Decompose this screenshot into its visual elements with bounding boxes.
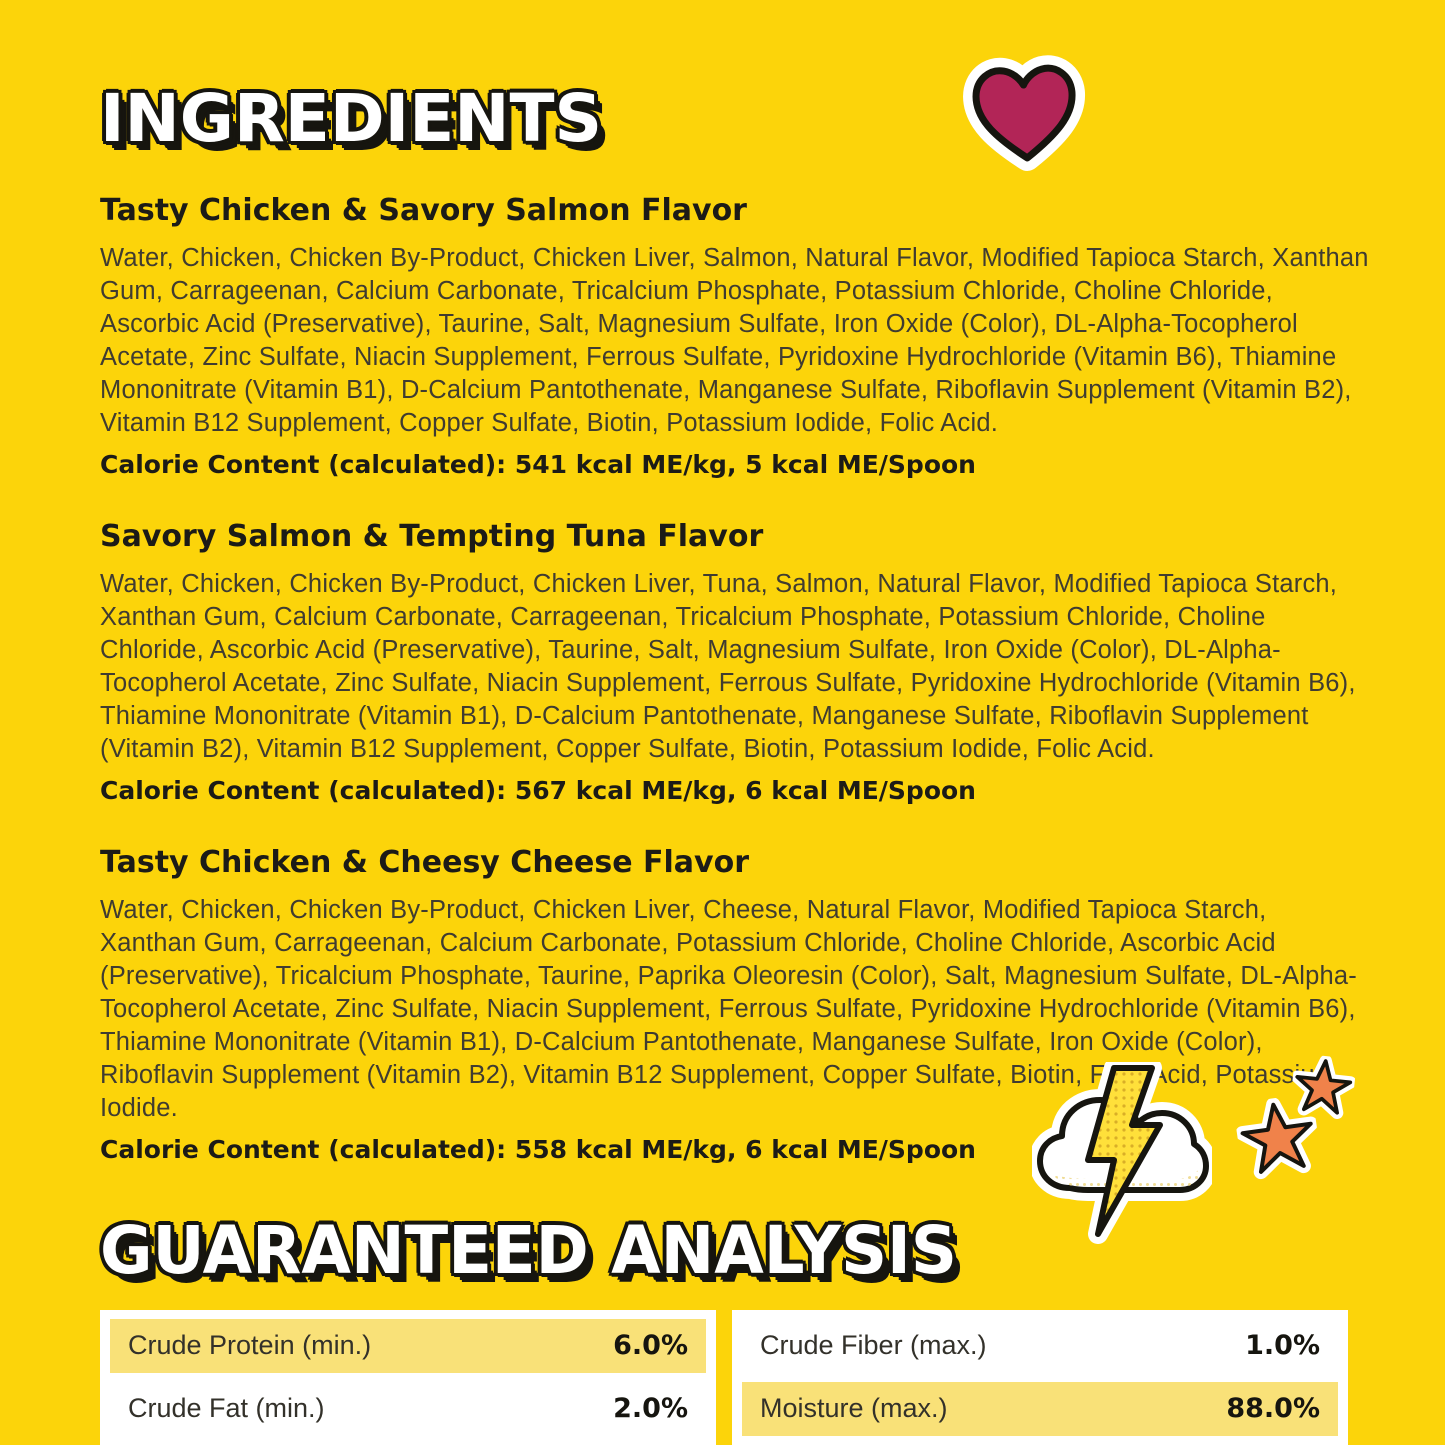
analysis-label: Crude Fat (min.) — [128, 1393, 325, 1424]
guaranteed-analysis-title: GUARANTEED ANALYSIS — [100, 1212, 957, 1290]
table-row: Crude Fiber (max.) 1.0% — [742, 1318, 1338, 1373]
flavor-heading: Tasty Chicken & Savory Salmon Flavor — [100, 193, 747, 229]
flavor-section-salmon-tuna: Savory Salmon & Tempting Tuna Flavor Wat… — [100, 519, 1370, 805]
calorie-content: Calorie Content (calculated): 558 kcal M… — [100, 1135, 976, 1165]
analysis-column-right: Crude Fiber (max.) 1.0% Moisture (max.) … — [732, 1309, 1348, 1445]
ingredients-list: Water, Chicken, Chicken By-Product, Chic… — [100, 570, 1356, 764]
ingredients-title: INGREDIENTS — [100, 80, 603, 157]
table-row: Moisture (max.) 88.0% — [742, 1381, 1338, 1436]
table-row: Crude Protein (min.) 6.0% — [110, 1318, 706, 1373]
star-icon-large — [1233, 1093, 1323, 1183]
ingredients-list: Water, Chicken, Chicken By-Product, Chic… — [100, 896, 1357, 1123]
cloud-lightning-icon — [1032, 1062, 1212, 1244]
analysis-label: Crude Fiber (max.) — [760, 1330, 987, 1361]
ingredients-list: Water, Chicken, Chicken By-Product, Chic… — [100, 244, 1369, 438]
analysis-value: 6.0% — [613, 1330, 688, 1362]
heart-icon — [959, 51, 1091, 177]
guaranteed-analysis-table: Crude Protein (min.) 6.0% Crude Fat (min… — [100, 1309, 1348, 1445]
calorie-content: Calorie Content (calculated): 567 kcal M… — [100, 776, 976, 806]
flavor-heading: Tasty Chicken & Cheesy Cheese Flavor — [100, 845, 749, 881]
flavor-section-chicken-cheese: Tasty Chicken & Cheesy Cheese Flavor Wat… — [100, 845, 1370, 1164]
analysis-label: Crude Protein (min.) — [128, 1330, 372, 1361]
flavor-heading: Savory Salmon & Tempting Tuna Flavor — [100, 519, 764, 555]
analysis-value: 88.0% — [1226, 1393, 1320, 1425]
flavor-section-chicken-salmon: Tasty Chicken & Savory Salmon Flavor Wat… — [100, 193, 1370, 479]
star-icon-small — [1289, 1053, 1357, 1121]
label-content: INGREDIENTS Tasty Chicken & Savory Salmo… — [100, 0, 1370, 1445]
analysis-value: 1.0% — [1245, 1330, 1320, 1362]
analysis-column-left: Crude Protein (min.) 6.0% Crude Fat (min… — [100, 1309, 716, 1445]
analysis-value: 2.0% — [613, 1393, 688, 1425]
calorie-content: Calorie Content (calculated): 541 kcal M… — [100, 450, 976, 480]
analysis-label: Moisture (max.) — [760, 1393, 948, 1424]
table-row: Crude Fat (min.) 2.0% — [110, 1381, 706, 1436]
